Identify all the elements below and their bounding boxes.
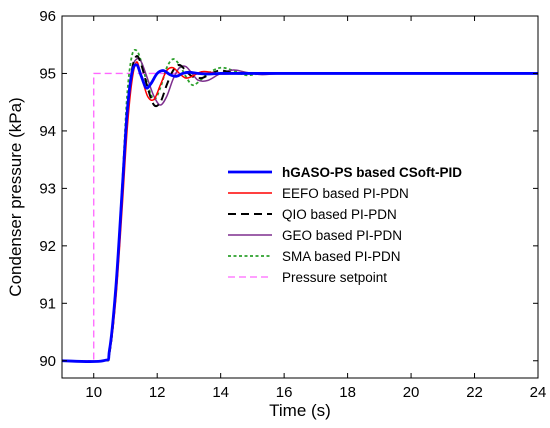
series-line-0 xyxy=(62,63,538,364)
legend-label-4: SMA based PI-PDN xyxy=(282,249,401,264)
x-tick-label-2: 14 xyxy=(212,384,229,401)
y-tick-label-4: 94 xyxy=(39,123,56,140)
series-layer xyxy=(62,48,538,364)
x-axis-label: Time (s) xyxy=(269,401,331,420)
y-tick-label-0: 90 xyxy=(39,353,56,370)
legend: hGASO-PS based CSoft-PID EEFO based PI-PD… xyxy=(228,165,462,285)
legend-label-5: Pressure setpoint xyxy=(282,270,387,285)
ticks-layer: 10 12 14 16 18 20 22 24 90 91 92 93 94 95 96 xyxy=(39,8,546,401)
y-tick-label-6: 96 xyxy=(39,8,56,25)
legend-label-1: EEFO based PI-PDN xyxy=(282,186,409,201)
y-tick-label-5: 95 xyxy=(39,65,56,82)
x-tick-label-4: 18 xyxy=(339,384,356,401)
y-axis-label: Condenser pressure (kPa) xyxy=(6,97,25,296)
legend-label-0: hGASO-PS based CSoft-PID xyxy=(282,165,462,180)
plot-frame xyxy=(61,15,539,379)
x-tick-label-0: 10 xyxy=(85,384,102,401)
legend-label-2: QIO based PI-PDN xyxy=(282,207,397,222)
x-tick-label-3: 16 xyxy=(276,384,293,401)
y-tick-label-3: 93 xyxy=(39,180,56,197)
x-tick-label-5: 20 xyxy=(403,384,420,401)
x-tick-label-7: 24 xyxy=(530,384,547,401)
x-tick-label-1: 12 xyxy=(149,384,166,401)
x-tick-label-6: 22 xyxy=(466,384,483,401)
legend-label-3: GEO based PI-PDN xyxy=(282,228,402,243)
y-tick-label-2: 92 xyxy=(39,238,56,255)
y-tick-label-1: 91 xyxy=(39,295,56,312)
